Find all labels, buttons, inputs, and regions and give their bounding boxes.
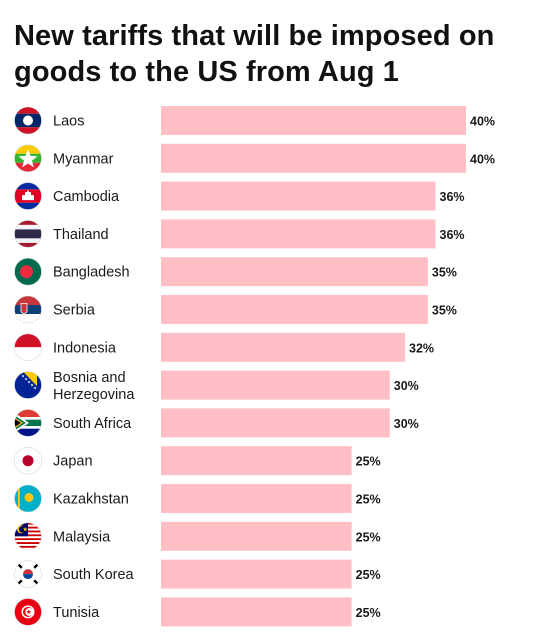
chart-row: South Korea 25% bbox=[14, 559, 381, 589]
myanmar-flag-icon bbox=[14, 144, 42, 173]
bar bbox=[161, 143, 466, 173]
category-label: Malaysia bbox=[53, 529, 111, 545]
category-label: Japan bbox=[53, 454, 93, 470]
bar bbox=[161, 408, 390, 438]
category-label: Laos bbox=[53, 114, 84, 130]
value-label: 36% bbox=[440, 228, 465, 242]
value-label: 32% bbox=[409, 341, 434, 355]
japan-flag-icon bbox=[14, 446, 42, 475]
chart-row: Malaysia 25% bbox=[14, 521, 381, 551]
chart-row: Bosnia and Herzegovina 30% bbox=[14, 370, 419, 403]
chart-row: Laos 40% bbox=[14, 106, 495, 135]
malaysia-flag-icon bbox=[14, 522, 42, 551]
category-label: South Korea bbox=[53, 567, 135, 583]
bar bbox=[161, 181, 436, 211]
chart-row: Cambodia 36% bbox=[14, 181, 465, 211]
bar bbox=[161, 332, 405, 362]
value-label: 25% bbox=[356, 530, 381, 544]
chart-title: New tariffs that will be imposed on good… bbox=[14, 20, 495, 88]
south-africa-flag-icon bbox=[14, 409, 42, 437]
value-label: 40% bbox=[470, 115, 495, 129]
bar bbox=[161, 219, 436, 249]
serbia-flag-icon bbox=[14, 295, 42, 324]
category-label: Kazakhstan bbox=[53, 492, 129, 508]
thailand-flag-icon bbox=[14, 220, 42, 248]
value-label: 25% bbox=[356, 568, 381, 582]
kazakhstan-flag-icon bbox=[14, 484, 42, 513]
indonesia-flag-icon bbox=[14, 333, 42, 362]
category-label: Myanmar bbox=[53, 151, 114, 167]
value-label: 25% bbox=[356, 493, 381, 507]
bar bbox=[161, 295, 428, 324]
bosnia-flag-icon bbox=[14, 371, 42, 399]
category-label: Tunisia bbox=[53, 605, 100, 621]
category-label: Bangladesh bbox=[53, 265, 130, 281]
chart-row: South Africa 30% bbox=[14, 408, 419, 438]
category-label: Thailand bbox=[53, 227, 109, 243]
cambodia-flag-icon bbox=[14, 182, 42, 210]
bangladesh-flag-icon bbox=[14, 257, 42, 286]
category-label: South Africa bbox=[53, 416, 132, 432]
bar bbox=[161, 559, 352, 589]
bar bbox=[161, 446, 352, 476]
laos-flag-icon bbox=[14, 106, 42, 135]
chart-row: Thailand 36% bbox=[14, 219, 465, 249]
chart-row: Japan 25% bbox=[14, 446, 381, 476]
value-label: 40% bbox=[470, 152, 495, 166]
chart-row: Kazakhstan 25% bbox=[14, 484, 381, 513]
value-label: 35% bbox=[432, 266, 457, 280]
value-label: 35% bbox=[432, 304, 457, 318]
chart-row: Serbia 35% bbox=[14, 295, 457, 324]
value-label: 25% bbox=[356, 455, 381, 469]
value-label: 30% bbox=[394, 379, 419, 393]
chart-row: Bangladesh 35% bbox=[14, 257, 457, 287]
chart-row: Tunisia 25% bbox=[14, 597, 381, 627]
category-label: Bosnia and Herzegovina bbox=[53, 370, 135, 403]
south-korea-flag-icon bbox=[14, 560, 42, 588]
bar bbox=[161, 106, 466, 135]
bar bbox=[161, 597, 352, 627]
value-label: 25% bbox=[356, 606, 381, 620]
category-label: Serbia bbox=[53, 303, 96, 319]
chart-row: Indonesia 32% bbox=[14, 332, 434, 362]
chart-row: Myanmar 40% bbox=[14, 143, 495, 173]
bar bbox=[161, 257, 428, 287]
category-label: Cambodia bbox=[53, 189, 120, 205]
bar bbox=[161, 370, 390, 400]
value-label: 30% bbox=[394, 417, 419, 431]
tunisia-flag-icon bbox=[14, 598, 42, 626]
bar bbox=[161, 484, 352, 513]
category-label: Indonesia bbox=[53, 340, 117, 356]
bar bbox=[161, 521, 352, 551]
value-label: 36% bbox=[440, 190, 465, 204]
